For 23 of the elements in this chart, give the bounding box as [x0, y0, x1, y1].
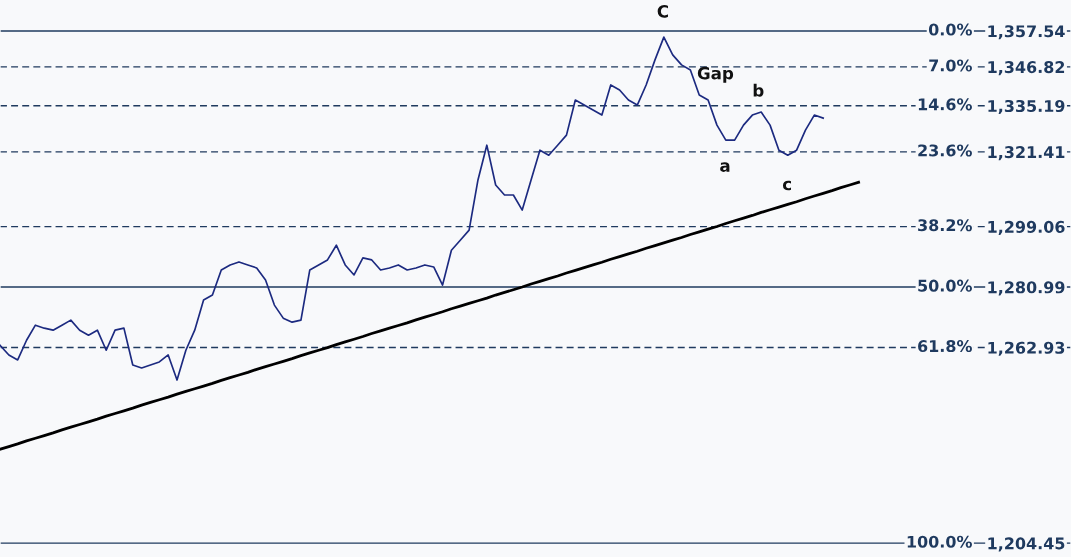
- annotation: 50.0%: [918, 279, 972, 292]
- annotation: a: [720, 162, 730, 172]
- y-tick-label: 1,204.45: [988, 537, 1065, 552]
- y-tick-label: 1,335.19: [988, 99, 1065, 115]
- annotation: Gap: [697, 66, 734, 83]
- y-tick-label: 1,299.06: [988, 220, 1065, 235]
- y-tick-label: 1,280.99: [988, 281, 1065, 296]
- line-series: [0, 180, 860, 451]
- annotation: 23.6%: [918, 144, 972, 157]
- line-series: [0, 36, 825, 381]
- annotation: b: [753, 83, 764, 97]
- annotation: c: [782, 180, 792, 191]
- annotation: 38.2%: [918, 219, 972, 232]
- y-tick-label: 1,321.41: [988, 146, 1065, 161]
- annotation: 14.6%: [918, 98, 972, 111]
- annotation: 0.0%: [928, 23, 972, 36]
- annotation: C: [657, 5, 668, 18]
- y-tick-label: 1,262.93: [988, 341, 1065, 356]
- annotation: 7.0%: [929, 59, 972, 72]
- annotation: 100.0%: [907, 535, 972, 548]
- annotation: 61.8%: [918, 340, 972, 353]
- y-tick-label: 1,357.54: [988, 25, 1065, 40]
- y-tick-label: 1,346.82: [988, 61, 1065, 76]
